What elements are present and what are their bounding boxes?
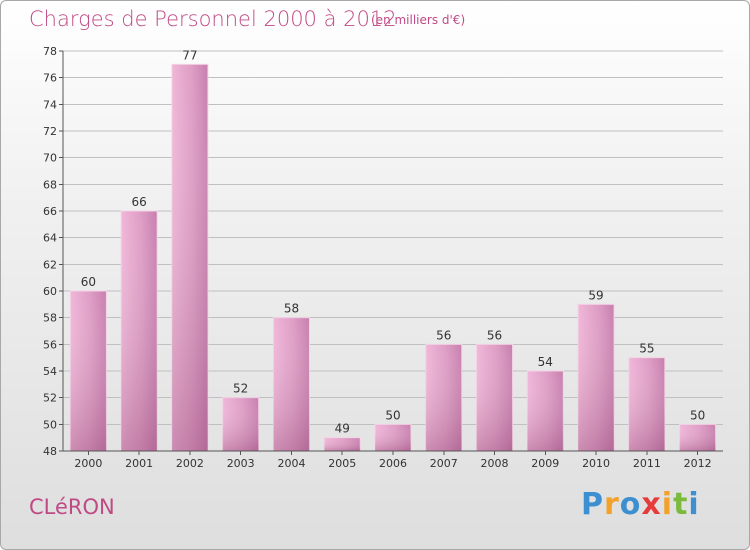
- data-label: 66: [132, 195, 147, 209]
- data-label: 59: [588, 288, 603, 302]
- y-tick-label: 72: [43, 125, 57, 138]
- x-tick-label: 2006: [379, 457, 407, 470]
- data-label: 54: [538, 355, 553, 369]
- x-tick-label: 2000: [74, 457, 102, 470]
- x-tick-label: 2009: [531, 457, 559, 470]
- y-tick-label: 62: [43, 258, 57, 271]
- x-tick-label: 2004: [277, 457, 305, 470]
- x-tick-label: 2003: [227, 457, 255, 470]
- proxiti-logo: Proxiti: [581, 487, 700, 522]
- data-label: 56: [487, 328, 502, 342]
- x-tick-label: 2002: [176, 457, 204, 470]
- bar-shade: [324, 437, 361, 451]
- y-tick-label: 74: [43, 98, 57, 111]
- bar-shade: [679, 424, 716, 451]
- y-tick-label: 78: [43, 45, 57, 58]
- x-tick-label: 2011: [633, 457, 661, 470]
- x-tick-label: 2008: [481, 457, 509, 470]
- bar-shade: [628, 357, 665, 451]
- x-tick-label: 2010: [582, 457, 610, 470]
- bar-shade: [425, 344, 462, 451]
- data-label: 50: [385, 408, 400, 422]
- chart-title: Charges de Personnel 2000 à 2012: [29, 7, 397, 31]
- bar-shade: [121, 211, 158, 451]
- data-label: 56: [436, 328, 451, 342]
- data-label: 58: [284, 302, 299, 316]
- data-label: 50: [690, 408, 705, 422]
- bar-shade: [273, 317, 310, 451]
- y-tick-label: 66: [43, 205, 57, 218]
- data-label: 77: [182, 48, 197, 62]
- bar-shade: [171, 64, 208, 452]
- y-tick-label: 60: [43, 285, 57, 298]
- town-name: CLéRON: [29, 495, 115, 519]
- y-tick-label: 64: [43, 232, 57, 245]
- bar-shade: [222, 397, 259, 451]
- y-tick-label: 58: [43, 312, 57, 325]
- chart-subtitle: (en milliers d'€): [371, 13, 466, 27]
- bar-shade: [70, 291, 107, 451]
- bar-shade: [476, 344, 513, 451]
- y-tick-label: 54: [43, 365, 57, 378]
- y-tick-label: 76: [43, 72, 57, 85]
- y-tick-label: 68: [43, 178, 57, 191]
- y-tick-label: 48: [43, 445, 57, 458]
- bar-shade: [527, 371, 564, 451]
- x-tick-label: 2007: [430, 457, 458, 470]
- y-tick-label: 70: [43, 152, 57, 165]
- x-tick-label: 2005: [328, 457, 356, 470]
- y-tick-label: 56: [43, 338, 57, 351]
- x-tick-label: 2012: [684, 457, 712, 470]
- data-label: 60: [81, 275, 96, 289]
- bar-shade: [578, 304, 615, 451]
- bar-shade: [375, 424, 411, 451]
- x-tick-label: 2001: [125, 457, 153, 470]
- data-label: 49: [335, 422, 350, 436]
- data-label: 52: [233, 382, 248, 396]
- y-tick-label: 50: [43, 418, 57, 431]
- y-tick-label: 52: [43, 392, 57, 405]
- data-label: 55: [639, 342, 654, 356]
